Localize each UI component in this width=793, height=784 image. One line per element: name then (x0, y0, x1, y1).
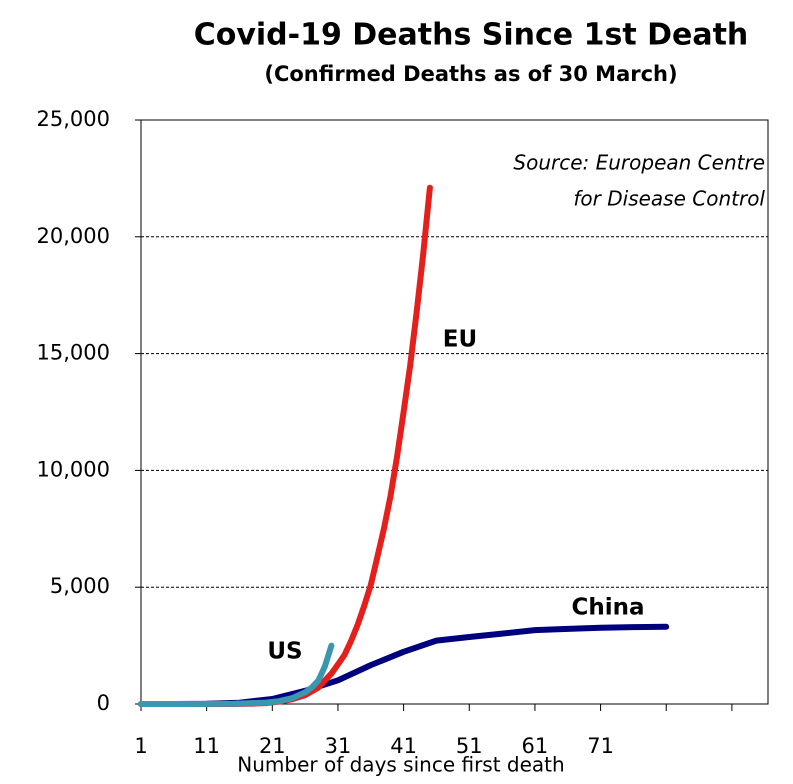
series-line (138, 623, 670, 707)
x-tick-label: 71 (587, 734, 614, 758)
x-axis-label: Number of days since first death (237, 753, 564, 777)
annotation: Source: European Centre (513, 151, 765, 175)
x-tick-label: 1 (134, 734, 147, 758)
plot-frame (140, 119, 769, 705)
y-tick-label: 0 (97, 691, 110, 715)
y-tick-label: 15,000 (37, 341, 110, 365)
y-tick-label: 5,000 (50, 574, 110, 598)
series-line (138, 184, 433, 707)
chart-subtitle: (Confirmed Deaths as of 30 March) (264, 62, 677, 86)
series-label: EU (443, 327, 477, 353)
x-tick-label: 21 (259, 734, 286, 758)
x-tick-label: 31 (325, 734, 352, 758)
series-label: China (571, 595, 644, 621)
x-tick-label: 41 (390, 734, 417, 758)
x-tick-label: 11 (193, 734, 220, 758)
y-tick-label: 10,000 (37, 457, 110, 481)
y-tick-label: 25,000 (37, 107, 110, 131)
series-line (138, 642, 335, 707)
x-tick-label: 61 (522, 734, 549, 758)
annotation: for Disease Control (573, 187, 765, 211)
series-label: US (267, 639, 302, 665)
x-tick-label: 51 (456, 734, 483, 758)
chart-title: Covid-19 Deaths Since 1st Death (194, 18, 749, 53)
y-tick-label: 20,000 (37, 224, 110, 248)
